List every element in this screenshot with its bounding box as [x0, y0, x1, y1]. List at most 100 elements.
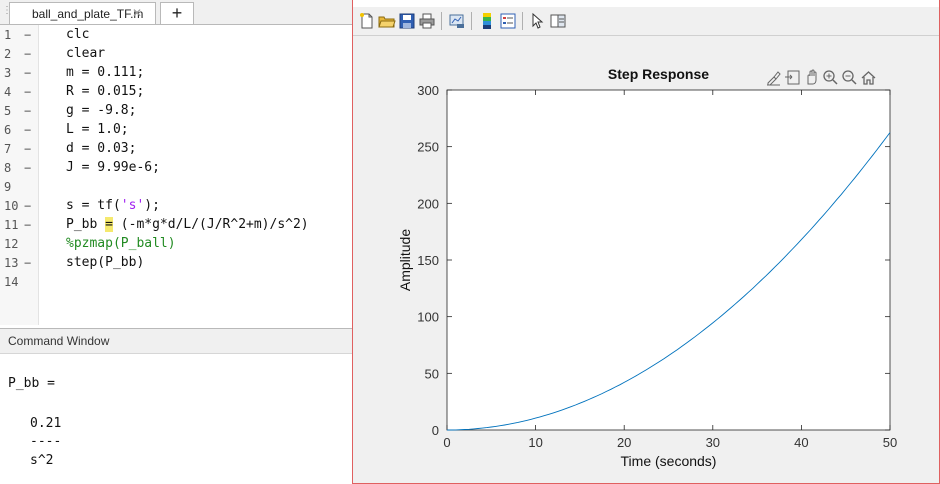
x-axis-label: Time (seconds)	[621, 453, 717, 469]
step-response-plot[interactable]: 0 10 20 30 40 50 0 50 100 150 200 250 300 Step Respon…	[353, 36, 939, 483]
property-inspector-icon[interactable]	[549, 12, 567, 30]
code-token: step(P_bb)	[66, 255, 145, 270]
y-tick-label: 200	[417, 196, 439, 211]
new-figure-icon[interactable]	[358, 12, 376, 30]
pointer-icon[interactable]	[529, 12, 547, 30]
editor-pane: ⋮ ball_and_plate_TF.m ✕ + 1− clc 2− clear 3−…	[0, 0, 352, 484]
code-line[interactable]: 6− L = 1.0;	[0, 122, 352, 141]
code-token: m = 0.111;	[66, 65, 145, 80]
breakpoint-marker[interactable]: −	[24, 28, 32, 42]
drag-grip-icon[interactable]: ⋮	[2, 5, 12, 16]
code-text: J = 9.99e-6;	[66, 160, 160, 175]
x-tick-label: 20	[617, 435, 631, 450]
code-line[interactable]: 5− g = -9.8;	[0, 103, 352, 122]
x-tick-label: 40	[794, 435, 808, 450]
code-text: R = 0.015;	[66, 84, 144, 99]
line-number: 14	[4, 275, 19, 289]
breakpoint-marker[interactable]: −	[24, 199, 32, 213]
open-file-icon[interactable]	[378, 12, 396, 30]
code-token: L = 1.0;	[66, 122, 129, 137]
zoom-in-icon[interactable]	[822, 69, 839, 86]
line-number: 12	[4, 237, 19, 251]
code-line[interactable]: 11− P_bb = (-m*g*d/L/(J/R^2+m)/s^2)	[0, 217, 352, 236]
code-token: g = -9.8;	[66, 103, 137, 118]
line-number: 13	[4, 256, 19, 270]
y-tick-label: 100	[417, 310, 439, 325]
code-token: clc	[66, 27, 90, 42]
line-number: 6	[4, 123, 12, 137]
code-line[interactable]: 14	[0, 274, 352, 293]
new-tab-button[interactable]: +	[160, 2, 194, 24]
code-token: d = 0.03;	[66, 141, 137, 156]
editor-tab-bar: ⋮ ball_and_plate_TF.m ✕ +	[0, 0, 352, 25]
breakpoint-marker[interactable]: −	[24, 256, 32, 270]
code-line[interactable]: 12 %pzmap(P_ball)	[0, 236, 352, 255]
editor-tab-label: ball_and_plate_TF.m	[32, 7, 144, 21]
code-token: );	[144, 198, 160, 213]
code-token: J = 9.99e-6;	[66, 160, 160, 175]
code-token: R = 0.015;	[66, 84, 145, 99]
output-var-line: P_bb =	[8, 376, 55, 391]
link-plot-icon[interactable]	[448, 12, 466, 30]
print-icon[interactable]	[418, 12, 436, 30]
output-denominator: s^2	[30, 453, 54, 468]
line-number: 10	[4, 199, 19, 213]
breakpoint-marker[interactable]: −	[24, 142, 32, 156]
line-number: 2	[4, 47, 12, 61]
breakpoint-marker[interactable]: −	[24, 66, 32, 80]
command-window-title: Command Window	[8, 334, 110, 348]
code-line[interactable]: 4− R = 0.015;	[0, 84, 352, 103]
x-tick-label: 50	[883, 435, 897, 450]
x-tick-label: 30	[706, 435, 720, 450]
pan-icon[interactable]	[803, 69, 820, 86]
breakpoint-marker[interactable]: −	[24, 47, 32, 61]
output-fraction-bar: ----	[30, 434, 62, 449]
save-icon[interactable]	[398, 12, 416, 30]
command-window-body[interactable]: P_bb = 0.21 ---- s^2	[0, 354, 352, 484]
colorbar-icon[interactable]	[478, 12, 496, 30]
code-text: s = tf('s');	[66, 198, 160, 213]
y-tick-label: 150	[417, 253, 439, 268]
code-line[interactable]: 7− d = 0.03;	[0, 141, 352, 160]
line-number: 7	[4, 142, 12, 156]
breakpoint-marker[interactable]: −	[24, 85, 32, 99]
line-number: 8	[4, 161, 12, 175]
command-window-header: Command Window	[0, 328, 352, 354]
code-line[interactable]: 2− clear	[0, 46, 352, 65]
code-line[interactable]: 1− clc	[0, 27, 352, 46]
brush-icon[interactable]	[765, 69, 782, 86]
code-line[interactable]: 8− J = 9.99e-6;	[0, 160, 352, 179]
data-tips-icon[interactable]	[784, 69, 801, 86]
figure-window: 0 10 20 30 40 50 0 50 100 150 200 250 300 Step Respon…	[352, 0, 940, 484]
code-line[interactable]: 3− m = 0.111;	[0, 65, 352, 84]
code-text: d = 0.03;	[66, 141, 136, 156]
code-token: P_bb	[66, 217, 106, 232]
close-icon[interactable]: ✕	[132, 6, 143, 20]
chart-title: Step Response	[608, 66, 709, 82]
code-line[interactable]: 13− step(P_bb)	[0, 255, 352, 274]
breakpoint-marker[interactable]: −	[24, 123, 32, 137]
code-line[interactable]: 10− s = tf('s');	[0, 198, 352, 217]
comment-text: %pzmap(P_ball)	[66, 236, 176, 251]
x-tick-label: 0	[443, 435, 450, 450]
y-tick-label: 300	[417, 83, 439, 98]
code-line[interactable]: 9	[0, 179, 352, 198]
editor-tab[interactable]: ball_and_plate_TF.m ✕	[9, 2, 156, 24]
code-text: m = 0.111;	[66, 65, 144, 80]
breakpoint-marker[interactable]: −	[24, 104, 32, 118]
code-token: (-m*g*d/L/(J/R^2+m)/s^2)	[112, 217, 309, 232]
breakpoint-marker[interactable]: −	[24, 218, 32, 232]
code-text: clear	[66, 46, 105, 61]
code-text: %pzmap(P_ball)	[66, 236, 176, 251]
y-axis-label: Amplitude	[397, 229, 413, 291]
code-token: s = tf(	[66, 198, 121, 213]
breakpoint-marker[interactable]: −	[24, 161, 32, 175]
legend-icon[interactable]	[499, 12, 517, 30]
y-tick-label: 0	[432, 423, 439, 438]
home-icon[interactable]	[860, 69, 877, 86]
step-response-line[interactable]	[447, 132, 891, 431]
toolbar-separator	[471, 12, 472, 30]
axes-box[interactable]	[446, 89, 891, 431]
line-number: 11	[4, 218, 19, 232]
zoom-out-icon[interactable]	[841, 69, 858, 86]
